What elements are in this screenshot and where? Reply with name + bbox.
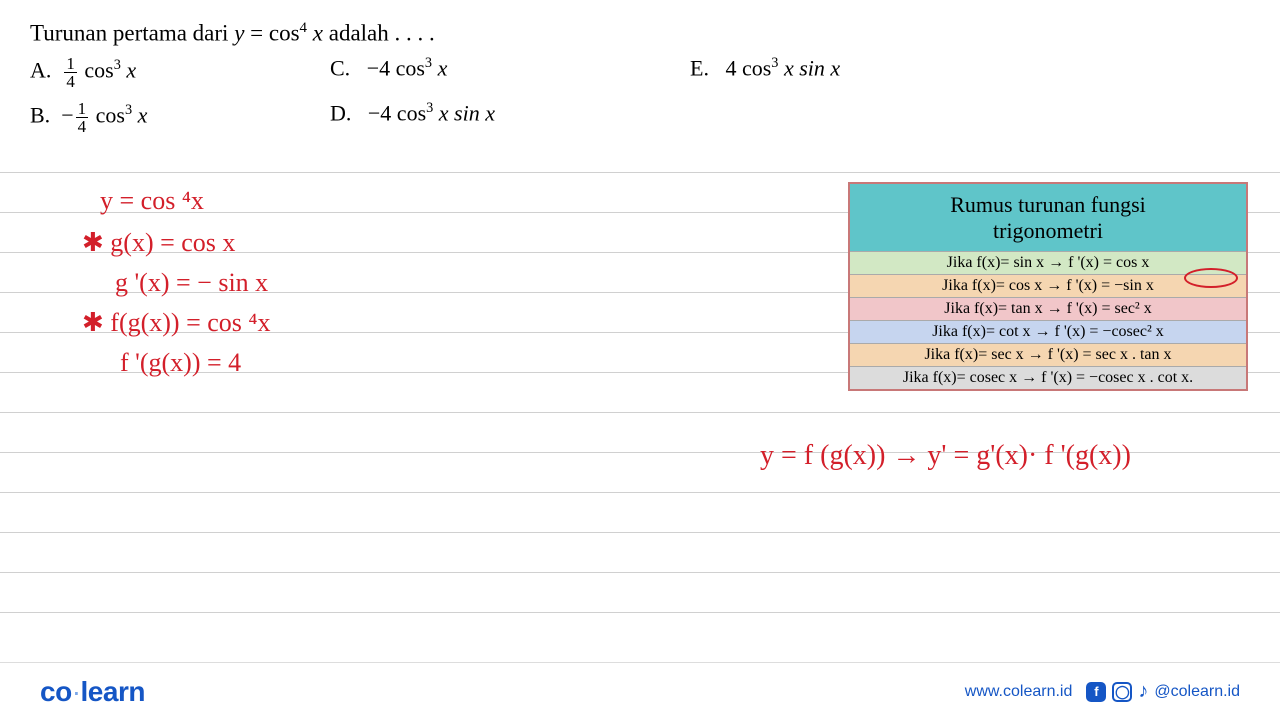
rule-line (0, 612, 1280, 613)
choice-C-label: C. (330, 55, 350, 80)
q-suffix: adalah . . . . (329, 21, 435, 46)
q-eq: = cos (250, 21, 299, 46)
formula-row: Jika f(x)= sin x → f '(x) = cos x (850, 251, 1246, 274)
choice-B-label: B. (30, 102, 50, 127)
frac-B: 14 (76, 100, 89, 135)
rule-line (0, 532, 1280, 533)
formula-row: Jika f(x)= cot x → f '(x) = −cosec² x (850, 320, 1246, 343)
formula-row: Jika f(x)= cosec x → f '(x) = −cosec x .… (850, 366, 1246, 389)
instagram-icon: ◯ (1112, 682, 1132, 702)
footer-url: www.colearn.id (965, 683, 1073, 701)
rule-line (0, 492, 1280, 493)
choice-C: C. −4 cos3 x (330, 55, 690, 90)
q-y: y (234, 21, 244, 46)
choice-D: D. −4 cos3 x sin x (330, 100, 690, 135)
rule-line (0, 172, 1280, 173)
hw-chain-rule: y = f (g(x)) → y' = g'(x)· f '(g(x)) (760, 440, 1131, 472)
hw-line1: y = cos ⁴x (100, 186, 204, 216)
formula-table: Rumus turunan fungsi trigonometri Jika f… (848, 182, 1248, 391)
circle-annotation (1184, 268, 1238, 288)
question-text: Turunan pertama dari y = cos4 x adalah .… (30, 20, 1250, 47)
logo: co·learn (40, 676, 145, 708)
choice-A: A. 14 cos3 x (30, 55, 330, 90)
hw-line2: ✱ g(x) = cos x (82, 228, 235, 258)
choice-A-body: cos (84, 57, 113, 82)
q-pow: 4 (300, 20, 307, 36)
hw-line5: f '(g(x)) = 4 (120, 348, 241, 378)
facebook-icon: f (1086, 682, 1106, 702)
rule-line (0, 412, 1280, 413)
choice-B: B. −14 cos3 x (30, 100, 330, 135)
formula-title: Rumus turunan fungsi trigonometri (850, 184, 1246, 251)
choice-E: E. 4 cos3 x sin x (690, 55, 1050, 90)
choice-E-label: E. (690, 55, 709, 80)
hw-line4: ✱ f(g(x)) = cos ⁴x (82, 308, 270, 338)
q-x: x (313, 21, 323, 46)
tiktok-icon: ♪ (1138, 680, 1148, 703)
formula-row: Jika f(x)= tan x → f '(x) = sec² x (850, 297, 1246, 320)
footer: co·learn www.colearn.id f ◯ ♪ @colearn.i… (0, 662, 1280, 720)
rule-line (0, 572, 1280, 573)
choice-D-label: D. (330, 100, 351, 125)
footer-right: www.colearn.id f ◯ ♪ @colearn.id (965, 680, 1240, 703)
hw-line3: g '(x) = − sin x (115, 268, 268, 298)
choice-A-label: A. (30, 57, 51, 82)
frac-A: 14 (64, 55, 77, 90)
footer-handle: @colearn.id (1154, 683, 1240, 701)
choices-grid: A. 14 cos3 x C. −4 cos3 x E. 4 cos3 x si… (30, 55, 1250, 135)
q-prefix: Turunan pertama dari (30, 21, 234, 46)
formula-row: Jika f(x)= sec x → f '(x) = sec x . tan … (850, 343, 1246, 366)
